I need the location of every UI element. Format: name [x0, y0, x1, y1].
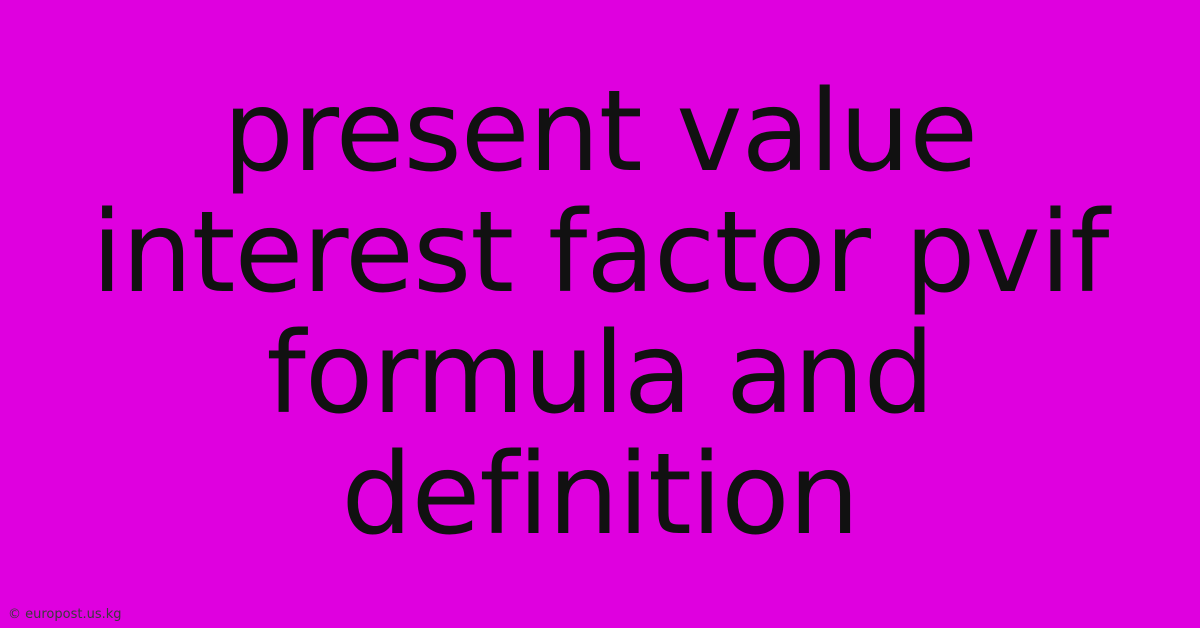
headline-text: present value interest factor pvif formu… — [40, 72, 1160, 556]
graphic-canvas: present value interest factor pvif formu… — [0, 0, 1200, 628]
attribution-text: © europost.us.kg — [8, 607, 122, 622]
